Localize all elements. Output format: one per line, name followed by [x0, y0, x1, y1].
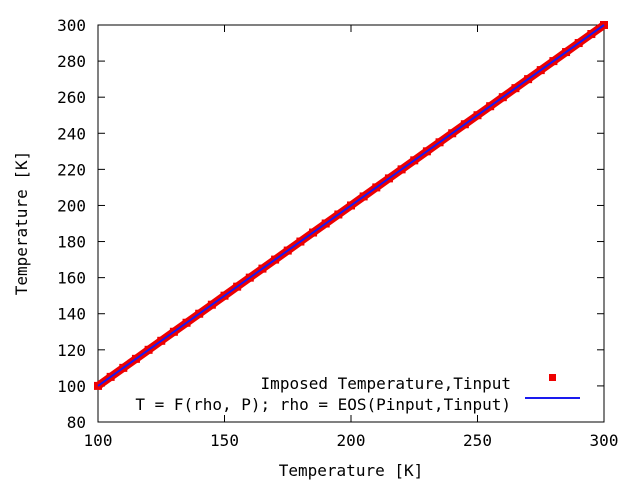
x-axis-title: Temperature [K] [279, 461, 424, 480]
series-eos-temperature-line [97, 24, 605, 387]
y-tick-label: 240 [57, 124, 86, 143]
y-axis-title: Temperature [K] [12, 151, 31, 296]
x-tick-label: 100 [84, 431, 113, 450]
y-tick-label: 80 [67, 413, 86, 432]
y-tick-label: 220 [57, 160, 86, 179]
y-tick-label: 260 [57, 88, 86, 107]
axis-ticks [97, 24, 605, 423]
x-tick-label: 150 [210, 431, 239, 450]
tick-labels: 100 150 200 250 3008010012014016018020022024… [57, 16, 618, 450]
x-tick-label: 300 [590, 431, 619, 450]
y-tick-label: 160 [57, 269, 86, 288]
legend-marker-square [549, 374, 556, 381]
y-tick-label: 180 [57, 233, 86, 252]
legend: Imposed Temperature,Tinput T = F(rho, P)… [135, 374, 580, 414]
series-layer [94, 21, 608, 390]
x-tick-label: 250 [463, 431, 492, 450]
y-tick-label: 140 [57, 305, 86, 324]
y-tick-label: 100 [57, 377, 86, 396]
y-tick-label: 300 [57, 16, 86, 35]
y-tick-label: 280 [57, 52, 86, 71]
legend-label-imposed-temperature: Imposed Temperature,Tinput [261, 374, 511, 393]
y-tick-label: 200 [57, 196, 86, 215]
plot-frame [97, 24, 605, 423]
legend-label-eos-temperature: T = F(rho, P); rho = EOS(Pinput,Tinput) [135, 395, 511, 414]
x-tick-label: 200 [337, 431, 366, 450]
y-tick-label: 120 [57, 341, 86, 360]
